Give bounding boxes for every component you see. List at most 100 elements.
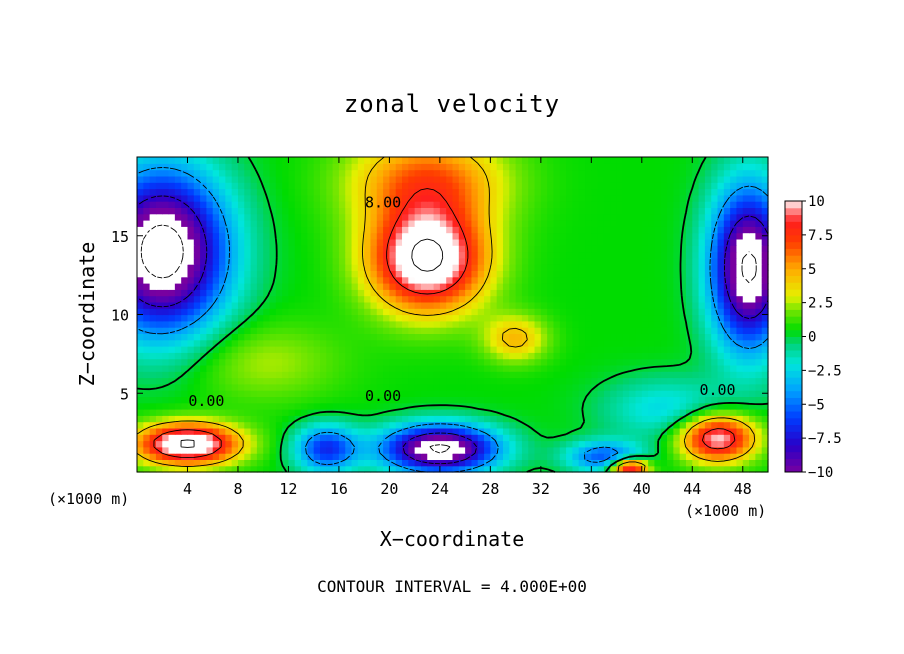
field-cell	[641, 169, 649, 177]
field-cell	[237, 245, 245, 253]
field-cell	[383, 264, 390, 271]
field-cell	[231, 182, 239, 190]
field-cell	[408, 402, 416, 410]
field-cell	[301, 257, 308, 265]
field-cell	[490, 251, 498, 259]
field-cell	[433, 346, 441, 353]
field-cell	[181, 188, 189, 196]
field-cell	[408, 409, 416, 416]
field-cell	[458, 465, 466, 473]
field-cell	[351, 421, 359, 429]
field-cell	[427, 377, 435, 385]
field-cell	[357, 220, 365, 227]
field-cell	[616, 295, 624, 303]
field-cell	[225, 188, 233, 196]
field-cell	[275, 459, 283, 467]
field-cell	[484, 188, 491, 196]
field-cell	[137, 415, 144, 423]
field-cell	[395, 207, 403, 215]
field-cell	[452, 308, 460, 316]
field-cell	[477, 226, 485, 234]
field-cell	[660, 301, 668, 309]
field-cell	[250, 283, 258, 290]
field-cell	[553, 320, 561, 328]
field-cell	[742, 371, 750, 379]
field-cell	[200, 434, 208, 442]
field-cell	[137, 251, 144, 259]
field-cell	[465, 194, 473, 202]
field-cell	[641, 333, 649, 341]
field-cell	[155, 390, 163, 397]
field-cell	[307, 390, 315, 397]
field-cell	[572, 201, 580, 208]
field-cell	[578, 201, 586, 208]
field-cell	[402, 289, 409, 297]
field-cell	[193, 270, 201, 278]
field-cell	[755, 383, 763, 391]
field-cell	[502, 390, 510, 397]
field-cell	[692, 289, 700, 297]
field-cell	[408, 377, 416, 385]
field-cell	[610, 427, 618, 435]
field-cell	[673, 415, 681, 423]
field-cell	[149, 245, 157, 253]
field-cell	[528, 415, 536, 423]
field-cell	[307, 453, 315, 460]
field-cell	[591, 232, 599, 240]
field-cell	[420, 352, 428, 360]
field-cell	[389, 238, 397, 246]
field-cell	[137, 213, 144, 221]
field-cell	[591, 194, 599, 202]
field-cell	[641, 415, 649, 423]
field-cell	[219, 352, 226, 360]
field-cell	[383, 402, 390, 410]
field-cell	[654, 358, 662, 366]
field-cell	[364, 346, 372, 353]
field-cell	[730, 220, 738, 227]
field-cell	[547, 163, 555, 171]
field-cell	[446, 175, 454, 183]
field-cell	[181, 213, 189, 221]
field-cell	[673, 459, 681, 467]
field-cell	[755, 276, 763, 284]
field-cell	[402, 453, 409, 460]
field-cell	[326, 427, 334, 435]
field-cell	[471, 301, 479, 309]
field-cell	[730, 352, 738, 360]
field-cell	[723, 383, 731, 391]
field-cell	[566, 446, 573, 454]
field-cell	[730, 283, 738, 290]
field-cell	[648, 163, 656, 171]
field-cell	[559, 220, 567, 227]
field-cell	[168, 289, 176, 297]
field-cell	[629, 213, 637, 221]
field-cell	[282, 364, 290, 372]
field-cell	[345, 383, 353, 391]
field-cell	[408, 459, 416, 467]
field-cell	[345, 169, 353, 177]
field-cell	[338, 232, 346, 240]
field-cell	[446, 415, 454, 423]
field-cell	[370, 194, 378, 202]
field-cell	[622, 320, 630, 328]
field-cell	[282, 226, 290, 234]
field-cell	[610, 409, 618, 416]
field-cell	[540, 276, 548, 284]
field-cell	[667, 427, 674, 435]
field-cell	[446, 440, 454, 448]
field-cell	[553, 396, 561, 404]
field-cell	[566, 333, 573, 341]
field-cell	[673, 232, 681, 240]
field-cell	[402, 232, 409, 240]
field-cell	[622, 163, 630, 171]
field-cell	[364, 257, 372, 265]
field-cell	[534, 377, 542, 385]
field-cell	[477, 289, 485, 297]
field-cell	[521, 440, 529, 448]
field-cell	[326, 295, 334, 303]
field-cell	[679, 238, 687, 246]
field-cell	[193, 390, 201, 397]
field-cell	[143, 188, 151, 196]
field-cell	[471, 226, 479, 234]
field-cell	[149, 163, 157, 171]
